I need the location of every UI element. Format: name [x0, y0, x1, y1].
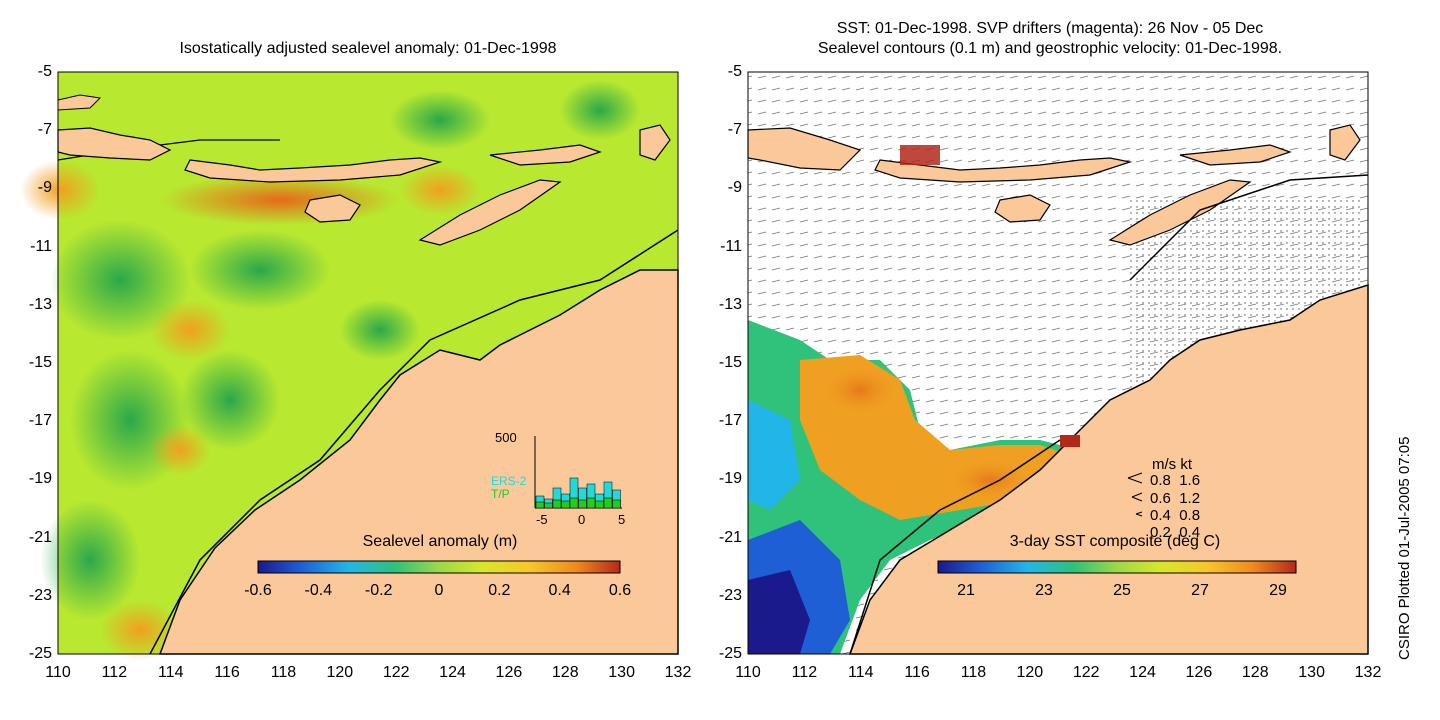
right-xtick-3: 116 [904, 664, 930, 681]
histogram-bar-tp [535, 501, 545, 509]
right-ytick-2: -9 [727, 179, 742, 197]
histogram-series-ers2: ERS-2 [491, 474, 527, 488]
left-ytick-10: -25 [28, 645, 52, 662]
left-ytick-3: -11 [30, 237, 52, 255]
left-xtick-0: 110 [45, 664, 71, 681]
right-panel-title-line1: SST: 01-Dec-1998. SVP drifters (magenta)… [836, 20, 1264, 37]
right-xtick-6: 122 [1072, 664, 1100, 681]
histogram-xtick-neg5: -5 [536, 512, 548, 527]
right-cbar-tick-0: 21 [957, 582, 975, 599]
right-ytick-3: -11 [720, 237, 742, 255]
left-ytick-8: -21 [28, 528, 52, 546]
histogram-bar-tp [578, 499, 587, 509]
velocity-legend-row-0: 0.8 1.6 [1150, 472, 1201, 489]
histogram-bar-tp [544, 502, 553, 509]
right-cbar-tick-3: 27 [1191, 582, 1209, 599]
histogram-bar-tp [603, 497, 613, 509]
right-colorbar-label: 3-day SST composite (deg C) [1009, 533, 1221, 550]
left-xtick-8: 126 [495, 664, 523, 681]
right-xtick-2: 114 [847, 664, 874, 681]
histogram-bar-tp [586, 497, 596, 509]
plot-footer: CSIRO Plotted 01-Jul-2005 07:05 [1396, 436, 1413, 660]
left-ytick-4: -13 [28, 295, 52, 313]
right-ytick-5: -15 [718, 354, 742, 371]
velocity-legend-row-1: 0.6 1.2 [1150, 490, 1201, 507]
velocity-legend-arrows [1127, 472, 1143, 517]
right-cbar-tick-2: 25 [1113, 582, 1131, 599]
left-xtick-3: 116 [214, 664, 240, 681]
left-cbar-tick-2: -0.2 [364, 582, 393, 599]
left-ytick-0: -5 [37, 63, 52, 80]
right-ytick-9: -23 [718, 586, 742, 604]
right-colorbar [937, 560, 1297, 574]
histogram-inset [534, 436, 622, 509]
histogram-bar-tp [561, 500, 570, 509]
right-xtick-7: 124 [1129, 664, 1156, 681]
histogram-bar-tp [612, 499, 621, 509]
histogram-series-tp: T/P [491, 487, 510, 501]
left-cbar-tick-1: -0.4 [304, 582, 333, 599]
left-cbar-tick-6: 0.6 [608, 582, 632, 599]
left-ytick-7: -19 [28, 470, 52, 488]
right-xtick-5: 120 [1016, 664, 1044, 681]
left-xtick-7: 124 [439, 664, 466, 681]
left-xtick-10: 130 [608, 664, 635, 681]
right-ytick-6: -17 [718, 412, 742, 430]
right-cbar-tick-4: 29 [1269, 582, 1287, 599]
right-ytick-4: -13 [718, 295, 742, 313]
right-xtick-8: 126 [1185, 664, 1213, 681]
right-panel-title-line2: Sealevel contours (0.1 m) and geostrophi… [817, 40, 1283, 57]
left-cbar-tick-3: 0 [434, 582, 444, 599]
right-xtick-1: 112 [791, 664, 818, 681]
velocity-legend-header: m/s kt [1152, 456, 1192, 473]
right-xtick-11: 132 [1354, 664, 1382, 681]
left-ytick-5: -15 [28, 354, 52, 371]
left-xtick-9: 128 [551, 664, 579, 681]
left-xtick-1: 112 [101, 664, 128, 681]
left-cbar-tick-4: 0.2 [488, 582, 511, 599]
right-ytick-10: -25 [718, 645, 742, 662]
left-panel-title: Isostatically adjusted sealevel anomaly:… [179, 40, 557, 57]
right-xtick-10: 130 [1298, 664, 1325, 681]
histogram-bar-tp [552, 499, 562, 509]
left-ytick-6: -17 [28, 412, 52, 430]
left-xtick-4: 118 [270, 664, 297, 681]
velocity-legend-row-2: 0.4 0.8 [1150, 507, 1201, 524]
left-xtick-2: 114 [157, 664, 184, 681]
left-map [20, 71, 679, 660]
left-ytick-1: -7 [37, 121, 52, 139]
right-ytick-0: -5 [727, 63, 742, 80]
left-ytick-2: -9 [37, 179, 52, 197]
right-xtick-9: 128 [1241, 664, 1269, 681]
velocity-legend-row-3: 0.2 0.4 [1150, 524, 1201, 541]
histogram-bar-tp [595, 500, 604, 509]
right-xtick-0: 110 [735, 664, 761, 681]
right-ytick-8: -21 [718, 528, 742, 546]
left-cbar-tick-5: 0.4 [548, 582, 571, 599]
histogram-xtick-0: 0 [578, 512, 586, 527]
left-colorbar-label: Sealevel anomaly (m) [362, 533, 518, 550]
left-xtick-5: 120 [326, 664, 354, 681]
left-cbar-tick-0: -0.6 [244, 582, 272, 599]
left-colorbar [257, 560, 621, 574]
histogram-bar-tp [569, 497, 579, 509]
right-ytick-7: -19 [718, 470, 742, 488]
left-xtick-6: 122 [382, 664, 410, 681]
histogram-ymax-label: 500 [495, 430, 517, 445]
right-xtick-4: 118 [960, 664, 987, 681]
right-cbar-tick-1: 23 [1035, 582, 1053, 599]
histogram-xtick-5: 5 [618, 512, 626, 527]
left-xtick-11: 132 [664, 664, 692, 681]
left-ytick-9: -23 [28, 586, 52, 604]
right-ytick-1: -7 [727, 121, 742, 139]
